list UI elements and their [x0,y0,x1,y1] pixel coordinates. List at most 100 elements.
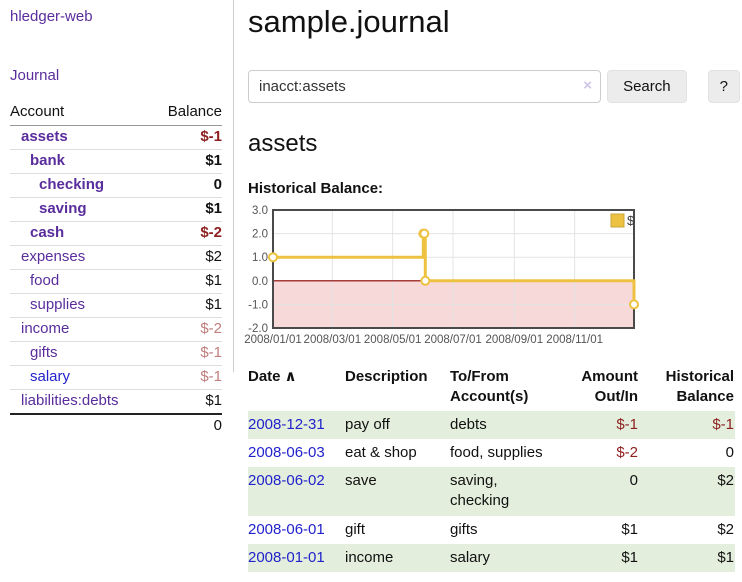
account-link[interactable]: supplies [30,296,86,313]
account-balance: $1 [151,149,222,174]
transaction-date-cell: 2008-12-31 [248,411,345,439]
register-table-body: 2008-12-31 pay off debts $-1 $-1 2008-06-03 ea… [248,410,735,572]
register-table: Date ∧ Description To/From Account(s) Amo… [248,364,735,572]
account-link[interactable]: bank [30,152,66,169]
sort-ascending-icon: ∧ [284,368,297,385]
account-name-cell: checking [10,173,152,198]
accounts-table-body: assets $-1 bank $1 checking 0 saving $1 cash $-2 e… [10,126,222,414]
account-row: liabilities:debts $1 [10,389,222,414]
transaction-balance: $-1 [712,415,734,433]
transaction-row: 2008-06-02 save saving, checking 0 $2 [248,467,735,516]
chart-data-point [420,275,431,286]
account-link[interactable]: food [30,272,60,289]
transaction-date-link[interactable]: 2008-12-31 [248,415,325,433]
account-row: expenses $2 [10,245,222,270]
transaction-accounts: food, supplies [450,443,543,461]
account-link[interactable]: assets [21,128,68,145]
register-header-balance: Historical Balance [665,368,734,406]
transaction-date-link[interactable]: 2008-06-02 [248,472,325,489]
search-button[interactable]: Search [607,70,687,103]
chart-x-tick-label: 2008/11/01 [546,334,603,346]
transaction-balance: 0 [725,443,734,461]
account-balance: $1 [151,389,222,414]
transaction-date-link[interactable]: 2008-06-03 [248,443,325,461]
search-box: × [248,70,602,103]
transaction-description: income [345,548,394,566]
transaction-description: gift [345,520,366,538]
chart-data-point [419,228,430,239]
account-link[interactable]: salary [30,368,71,385]
account-row: assets $-1 [10,126,222,150]
account-link[interactable]: liabilities:debts [21,392,119,409]
account-balance: 0 [151,173,222,198]
transaction-date-cell: 2008-01-01 [248,544,345,572]
transaction-amount: $-2 [616,443,638,461]
transaction-amount: $1 [621,520,638,538]
help-button[interactable]: ? [707,70,740,103]
account-row: supplies $1 [10,293,222,318]
account-page-title: assets [248,130,318,157]
account-name-cell: cash [10,221,152,246]
chart-y-tick-label: 0.0 [252,276,268,288]
account-row: income $-2 [10,317,222,342]
account-balance: $1 [151,197,222,222]
transaction-date-link[interactable]: 2008-06-01 [248,520,325,538]
chart-x-tick-label: 2008/01/01 [244,334,302,346]
account-balance: $2 [151,245,222,270]
account-link[interactable]: gifts [30,344,58,361]
account-name-cell: salary [10,365,152,390]
sidebar-item-journal[interactable]: Journal [10,67,60,84]
transaction-row: 2008-01-01 income salary $1 $1 [248,543,735,572]
chart-y-tick-label: 3.0 [252,205,268,217]
transaction-date-cell: 2008-06-03 [248,439,345,467]
main-content: sample.journal × Search ? assets Histori… [244,0,740,572]
account-link[interactable]: expenses [21,248,86,265]
transaction-accounts: debts [450,415,487,433]
account-name-cell: bank [10,149,152,174]
search-row: × Search ? [248,70,740,103]
historical-balance-chart: 2008/01/01 2008/03/01 2008/05/01 2008/07/01… [244,205,639,346]
transaction-amount: 0 [629,472,638,489]
account-link[interactable]: income [21,320,70,337]
account-row: cash $-2 [10,221,222,246]
accounts-header-account: Account [10,100,152,126]
transaction-row: 2008-12-31 pay off debts $-1 $-1 [248,410,735,439]
account-balance: $-1 [151,341,222,366]
account-name-cell: liabilities:debts [10,389,152,414]
page-title: sample.journal [248,4,450,39]
transaction-description: save [345,472,377,489]
app-title-link[interactable]: hledger-web [10,8,93,25]
register-header-date[interactable]: Date ∧ [248,368,297,385]
transaction-date-cell: 2008-06-02 [248,467,345,516]
chart-x-tick-label: 2008/09/01 [486,334,544,346]
account-name-cell: assets [10,126,151,150]
account-balance: $-2 [151,317,222,342]
transaction-date-link[interactable]: 2008-01-01 [248,548,325,566]
account-name-cell: saving [10,197,152,222]
chart-y-tick-label: -1.0 [248,299,268,311]
account-row: checking 0 [10,173,222,198]
account-name-cell: supplies [10,293,152,318]
register-header-row: Date ∧ Description To/From Account(s) Amo… [248,364,735,411]
chart-label: Historical Balance: [248,180,384,197]
accounts-total-value: 0 [151,413,222,438]
account-link[interactable]: saving [39,200,87,217]
chart-data-point [268,252,278,263]
register-header-amount: Amount Out/In [581,368,638,406]
account-name-cell: food [10,269,152,294]
transaction-balance: $1 [717,548,734,566]
clear-search-icon[interactable]: × [583,77,593,94]
transaction-accounts: saving, checking [450,472,510,510]
transaction-balance: $2 [717,472,734,489]
transaction-description: eat & shop [345,443,417,461]
register-header-description: Description [345,368,428,385]
legend-label: $ [627,213,635,228]
account-row: saving $1 [10,197,222,222]
account-row: bank $1 [10,149,222,174]
search-input[interactable] [248,70,602,103]
account-balance: $-2 [151,221,222,246]
account-link[interactable]: cash [30,224,65,241]
account-link[interactable]: checking [39,176,105,193]
transaction-amount: $-1 [616,415,638,433]
transaction-accounts: salary [450,548,491,566]
